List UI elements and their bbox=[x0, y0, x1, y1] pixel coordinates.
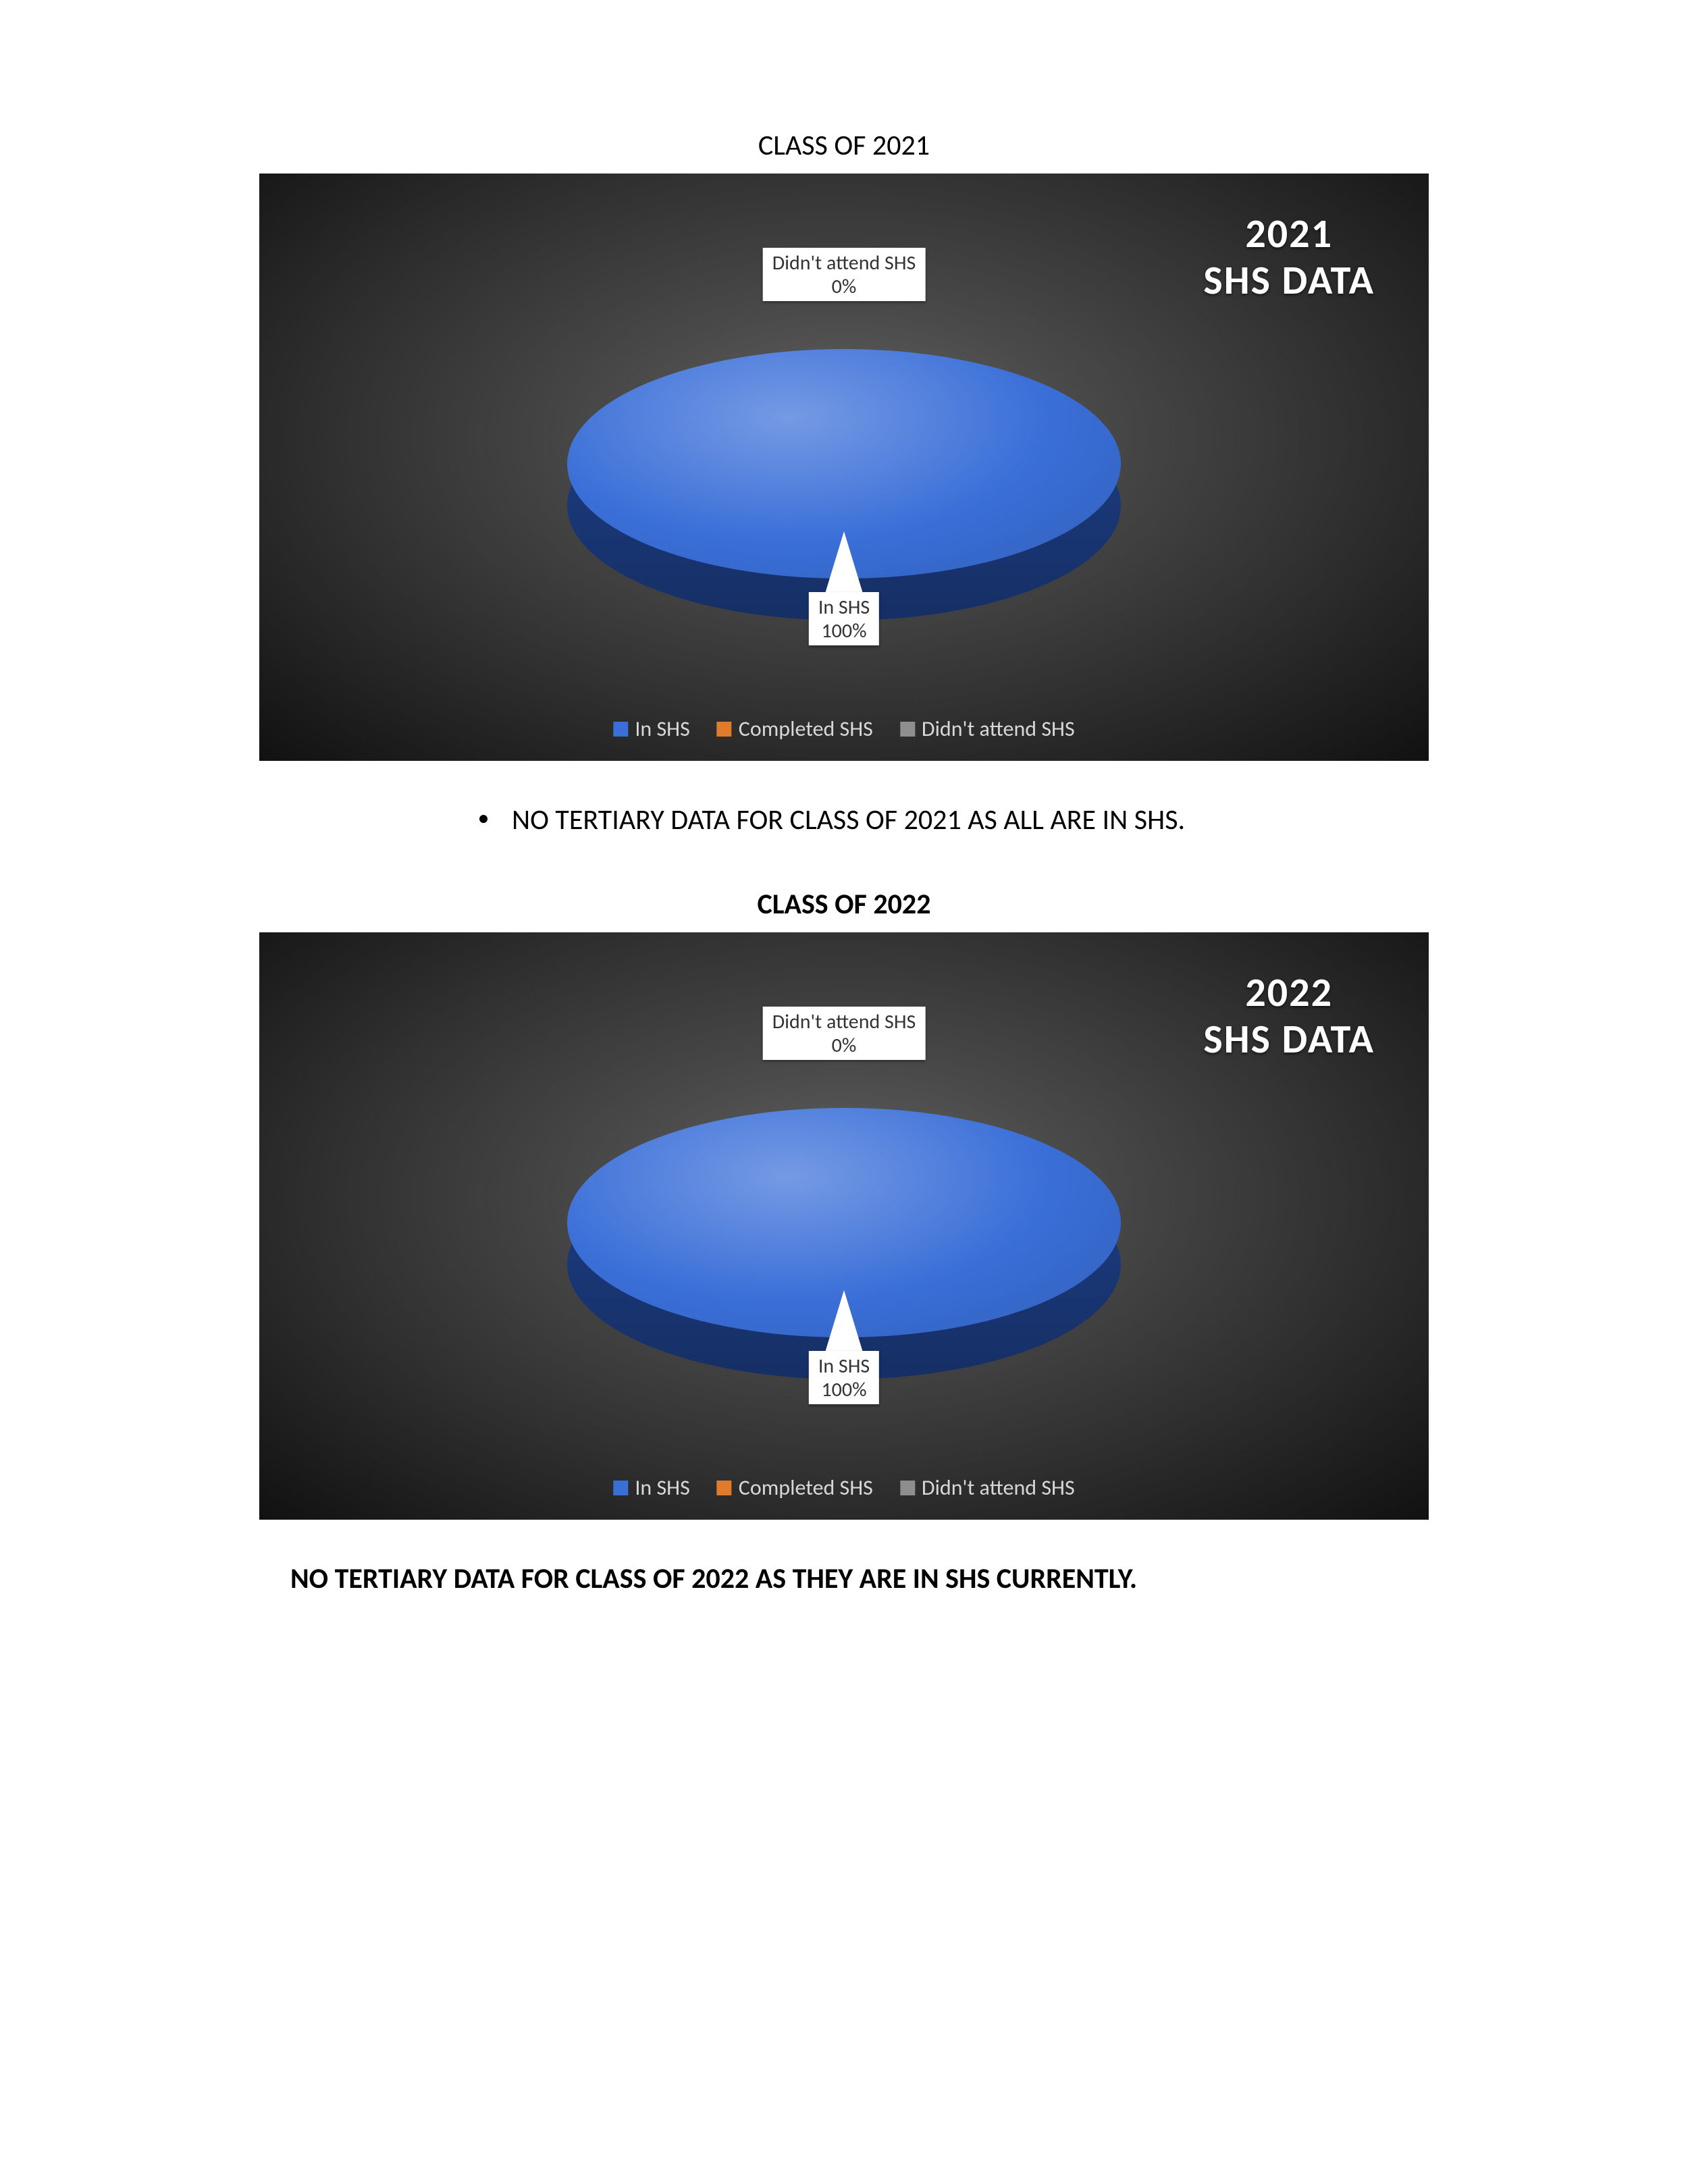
legend-swatch-icon bbox=[717, 722, 732, 737]
data-label-bottom-name: In SHS bbox=[818, 595, 870, 620]
legend-item: Completed SHS bbox=[717, 716, 873, 742]
leader-line-icon bbox=[825, 531, 863, 593]
note-2021: NO TERTIARY DATA FOR CLASS OF 2021 AS AL… bbox=[479, 803, 1431, 837]
data-label-bottom-pct: 100% bbox=[818, 1379, 870, 1402]
data-label-top-name: Didn't attend SHS bbox=[772, 250, 916, 275]
section-heading-2021: CLASS OF 2021 bbox=[257, 128, 1431, 163]
chart-title-2021: 2021 SHS DATA bbox=[1203, 211, 1375, 304]
chart-legend: In SHS Completed SHS Didn't attend SHS bbox=[613, 1474, 1074, 1501]
data-label-top-pct: 0% bbox=[772, 275, 916, 299]
chart-title-line2: SHS DATA bbox=[1203, 1015, 1375, 1064]
note-text: NO TERTIARY DATA FOR CLASS OF 2021 AS AL… bbox=[512, 803, 1185, 837]
data-label-bottom-pct: 100% bbox=[818, 620, 870, 643]
data-label-top-pct: 0% bbox=[772, 1034, 916, 1058]
data-label-top-name: Didn't attend SHS bbox=[772, 1009, 916, 1034]
pie-chart-2022: 2022 SHS DATA Didn't attend SHS 0% In SH… bbox=[259, 932, 1429, 1520]
legend-item: In SHS bbox=[613, 716, 689, 742]
legend-item: Didn't attend SHS bbox=[900, 1474, 1075, 1501]
chart-title-line1: 2022 bbox=[1245, 968, 1333, 1017]
leader-line-icon bbox=[825, 1290, 863, 1352]
legend-label: Completed SHS bbox=[739, 716, 873, 742]
legend-swatch-icon bbox=[900, 1481, 915, 1495]
page: CLASS OF 2021 2021 SHS DATA Didn't atten… bbox=[257, 128, 1431, 1596]
legend-swatch-icon bbox=[613, 1481, 628, 1495]
legend-swatch-icon bbox=[717, 1481, 732, 1495]
chart-title-line1: 2021 bbox=[1245, 209, 1333, 259]
data-label-bottom-name: In SHS bbox=[818, 1354, 870, 1379]
legend-label: Didn't attend SHS bbox=[922, 1474, 1075, 1501]
chart-title-2022: 2022 SHS DATA bbox=[1203, 969, 1375, 1063]
legend-item: In SHS bbox=[613, 1474, 689, 1501]
legend-label: Didn't attend SHS bbox=[922, 716, 1075, 742]
legend-item: Didn't attend SHS bbox=[900, 716, 1075, 742]
legend-swatch-icon bbox=[900, 722, 915, 737]
bullet-icon bbox=[479, 815, 487, 823]
section-heading-2022: CLASS OF 2022 bbox=[257, 887, 1431, 922]
data-label-top: Didn't attend SHS 0% bbox=[763, 1007, 926, 1060]
chart-legend: In SHS Completed SHS Didn't attend SHS bbox=[613, 716, 1074, 742]
chart-title-line2: SHS DATA bbox=[1203, 256, 1375, 305]
legend-label: Completed SHS bbox=[739, 1474, 873, 1501]
data-label-top: Didn't attend SHS 0% bbox=[763, 248, 926, 301]
pie-chart-2021: 2021 SHS DATA Didn't attend SHS 0% In SH… bbox=[259, 174, 1429, 761]
legend-swatch-icon bbox=[613, 722, 628, 737]
data-label-bottom: In SHS 100% bbox=[809, 592, 879, 645]
note-2022: NO TERTIARY DATA FOR CLASS OF 2022 AS TH… bbox=[290, 1562, 1431, 1596]
legend-label: In SHS bbox=[635, 716, 689, 742]
data-label-bottom: In SHS 100% bbox=[809, 1351, 879, 1404]
legend-item: Completed SHS bbox=[717, 1474, 873, 1501]
legend-label: In SHS bbox=[635, 1474, 689, 1501]
